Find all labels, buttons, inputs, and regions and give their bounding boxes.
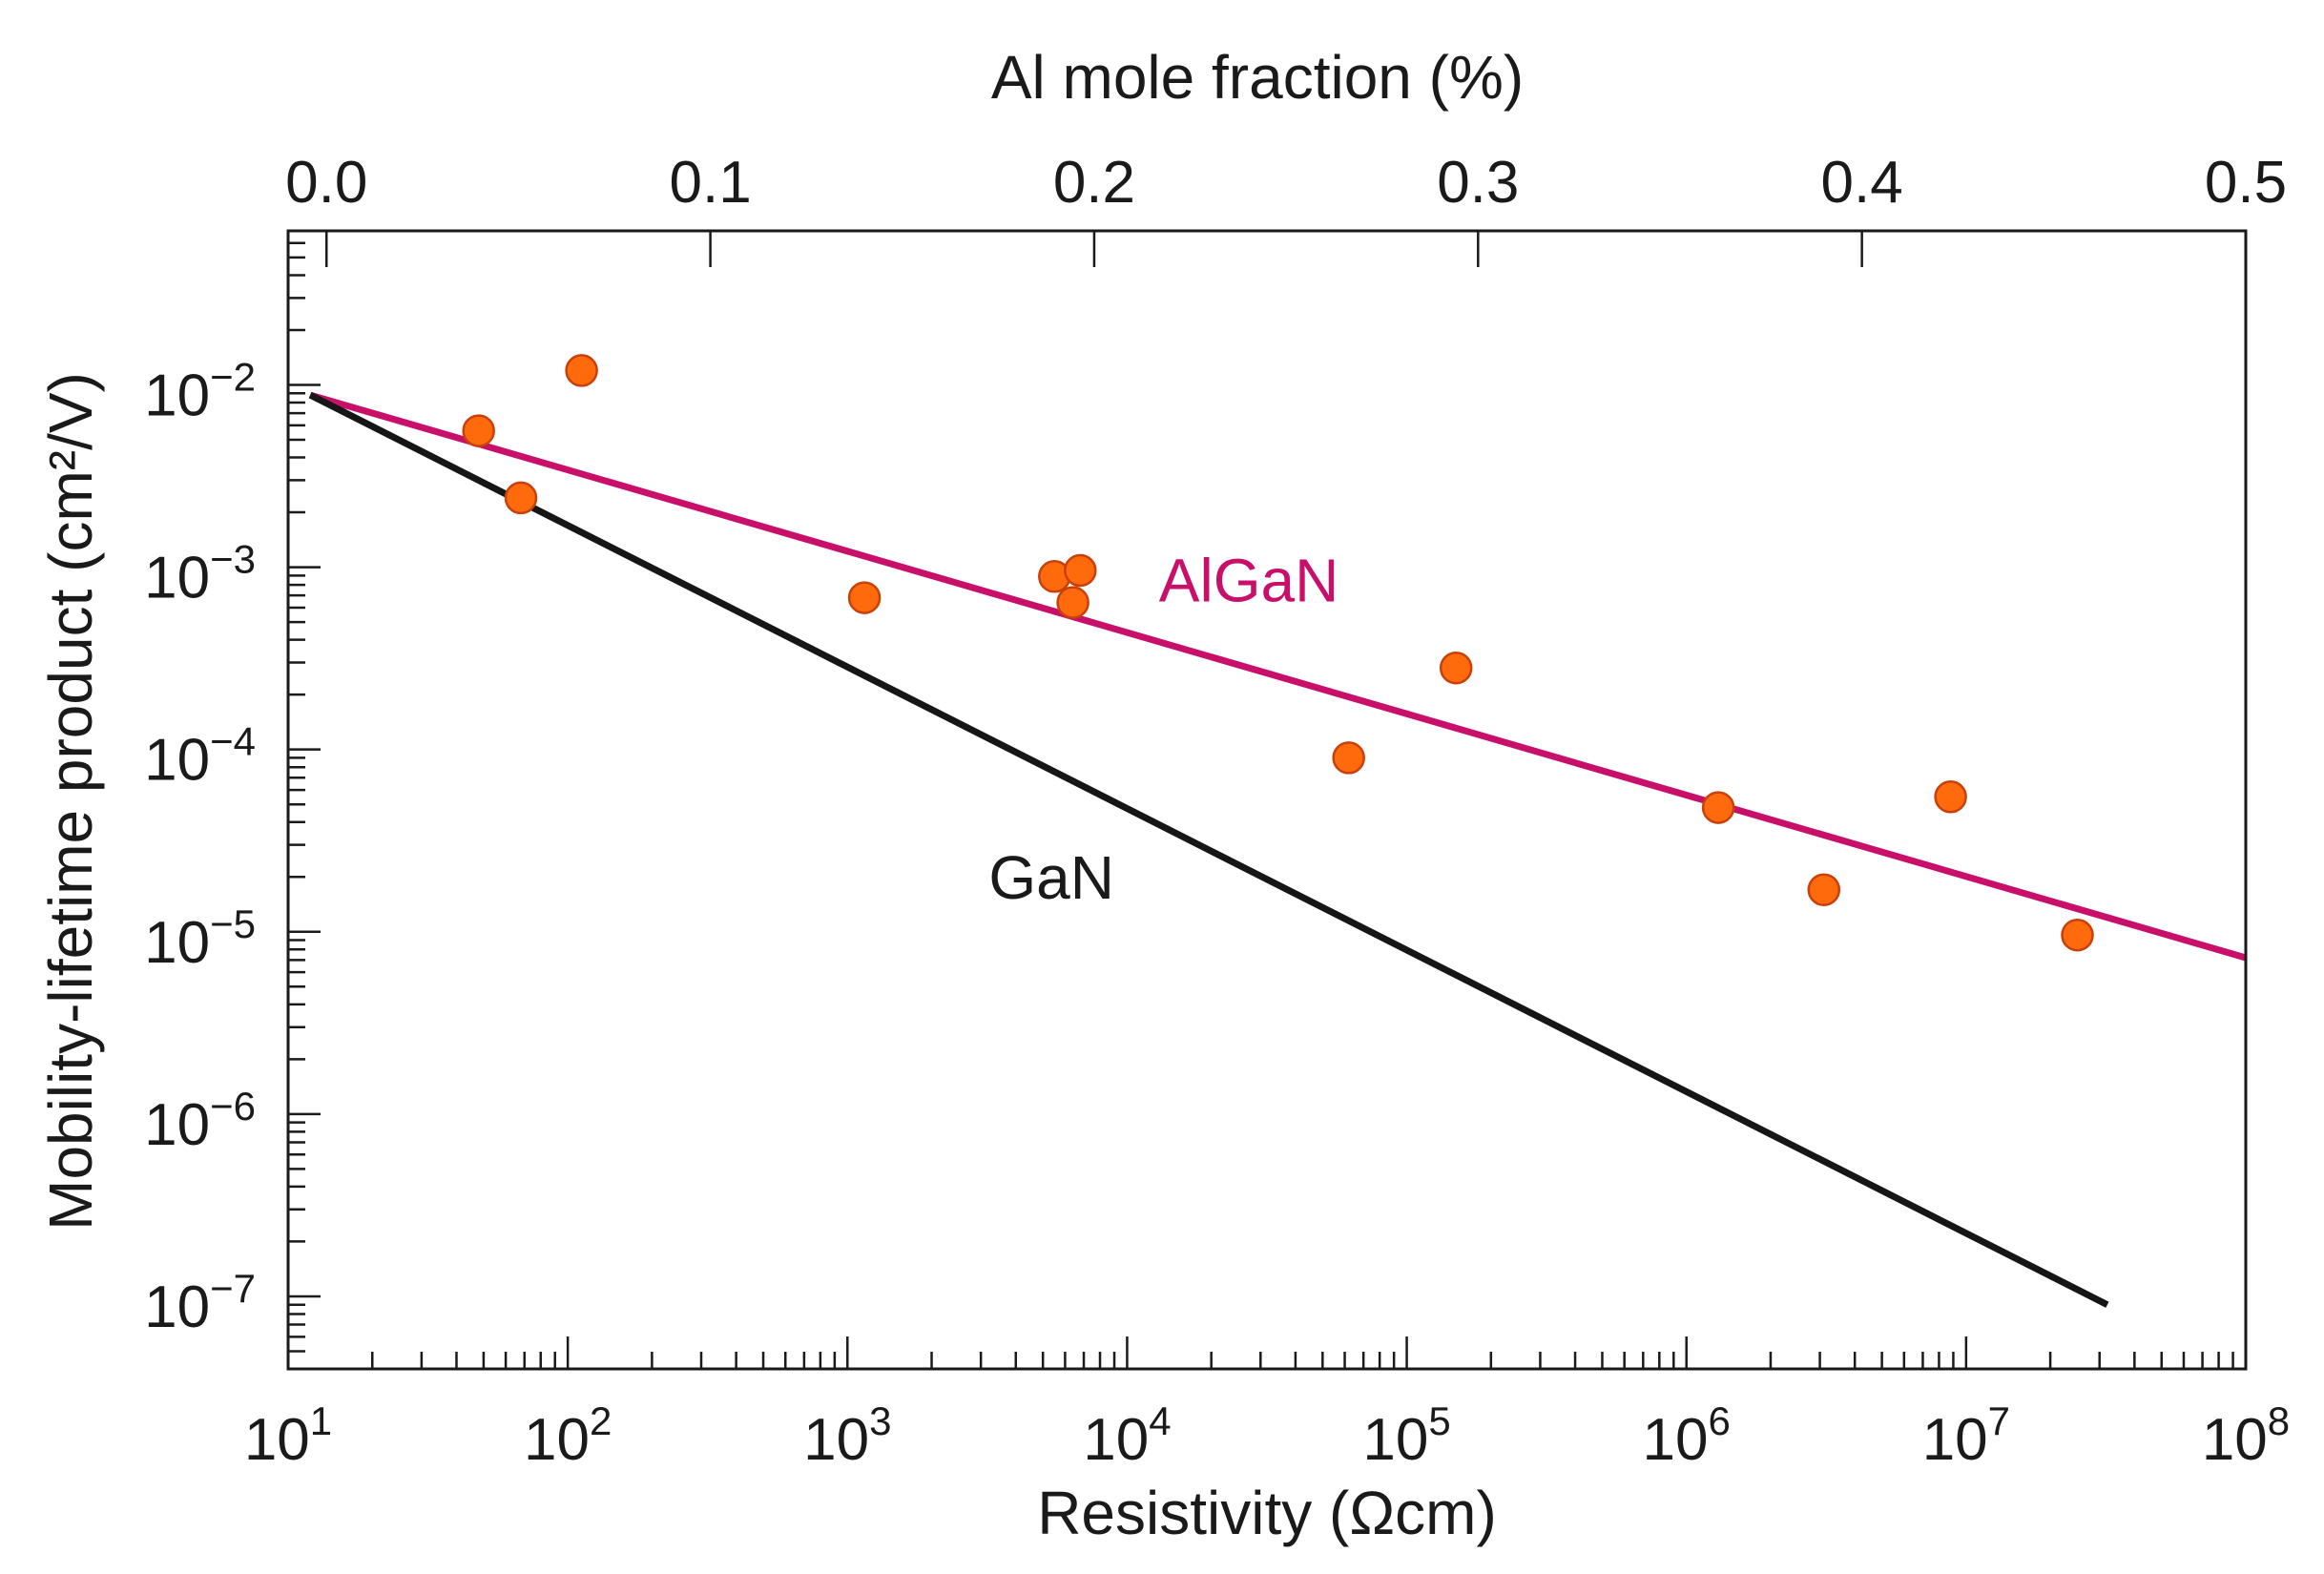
y-axis-ticks: 10−210−310−410−510−610−7: [144, 241, 321, 1353]
data-point: [504, 481, 538, 515]
x-tick-label: 101: [244, 1398, 332, 1473]
data-point: [847, 581, 882, 614]
top-axis-title: Al mole fraction (%): [991, 43, 1524, 112]
x-tick-label: 106: [1643, 1398, 1731, 1473]
y-tick-label-exponent: −3: [210, 537, 256, 582]
x-tick-label-base: 10: [1362, 1407, 1428, 1473]
data-point: [1439, 651, 1473, 685]
x-tick-label: 104: [1083, 1398, 1171, 1473]
x-tick-label-exponent: 7: [1988, 1398, 2010, 1443]
y-tick-label-exponent: −6: [210, 1084, 256, 1129]
top-tick-label: 0.0: [285, 150, 367, 216]
top-tick-label: 0.5: [2205, 150, 2287, 216]
data-point: [1934, 780, 1967, 814]
top-axis-ticks: 0.0 0.1 0.2 0.3 0.4 0.5: [285, 150, 2287, 267]
top-tick-label: 0.1: [669, 150, 751, 216]
x-tick-label-base: 10: [803, 1407, 869, 1473]
x-tick-label: 107: [1922, 1398, 2010, 1473]
y-tick-label-base: 10: [144, 546, 210, 611]
y-tick-label: 10−6: [144, 1084, 256, 1158]
x-tick-label-exponent: 3: [869, 1398, 891, 1443]
y-tick-label-base: 10: [144, 910, 210, 976]
x-axis-ticks: 101 102 103 104 105 106 107 108: [244, 1336, 2290, 1473]
y-tick-label-base: 10: [144, 362, 210, 428]
y-tick-label-base: 10: [144, 1092, 210, 1158]
x-tick-label: 102: [524, 1398, 612, 1473]
data-point: [1332, 741, 1365, 775]
y-tick-label-exponent: −2: [210, 354, 256, 399]
y-axis-title: Mobility-lifetime product (cm²/V): [36, 372, 105, 1231]
data-point: [1064, 553, 1097, 588]
data-point: [2061, 918, 2094, 952]
x-tick-label-base: 10: [1083, 1407, 1149, 1473]
x-axis-title: Resistivity (Ωcm): [1037, 1479, 1497, 1547]
y-tick-label: 10−2: [144, 354, 256, 428]
y-tick-label: 10−7: [144, 1266, 256, 1340]
x-tick-label-exponent: 1: [310, 1398, 332, 1443]
x-tick-label-base: 10: [2202, 1407, 2268, 1473]
top-tick-label: 0.3: [1437, 150, 1519, 216]
data-point: [1056, 586, 1089, 619]
data-point: [462, 414, 495, 447]
y-tick-label-exponent: −7: [210, 1266, 256, 1311]
algan-line: [309, 391, 2247, 962]
x-tick-label-exponent: 2: [590, 1398, 612, 1443]
x-tick-label-exponent: 8: [2268, 1398, 2290, 1443]
x-tick-label-base: 10: [524, 1407, 590, 1473]
x-tick-label-exponent: 6: [1709, 1398, 1731, 1443]
y-tick-label-base: 10: [144, 1274, 210, 1340]
gan-line: [308, 391, 2109, 1308]
y-tick-label-exponent: −4: [210, 719, 256, 764]
top-tick-label: 0.2: [1053, 150, 1135, 216]
y-tick-label: 10−4: [144, 719, 256, 794]
data-point: [565, 354, 598, 387]
x-tick-label-base: 10: [1643, 1407, 1709, 1473]
plot-frame: [286, 229, 2248, 1371]
top-tick-label: 0.4: [1821, 150, 1903, 216]
y-tick-label-base: 10: [144, 728, 210, 794]
gan-label: GaN: [988, 843, 1114, 912]
data-point: [1807, 873, 1841, 906]
y-tick-label: 10−5: [144, 901, 256, 976]
x-tick-label: 103: [803, 1398, 891, 1473]
x-tick-label-base: 10: [244, 1407, 310, 1473]
plot-area: AlGaN GaN: [308, 354, 2247, 1308]
y-tick-label-exponent: −5: [210, 901, 256, 946]
x-tick-label-exponent: 5: [1428, 1398, 1450, 1443]
data-point: [1701, 791, 1735, 824]
x-tick-label: 105: [1362, 1398, 1450, 1473]
y-tick-label: 10−3: [144, 537, 256, 611]
x-tick-label: 108: [2202, 1398, 2290, 1473]
algan-label: AlGaN: [1159, 546, 1339, 614]
x-tick-label-exponent: 4: [1149, 1398, 1171, 1443]
x-tick-label-base: 10: [1922, 1407, 1988, 1473]
